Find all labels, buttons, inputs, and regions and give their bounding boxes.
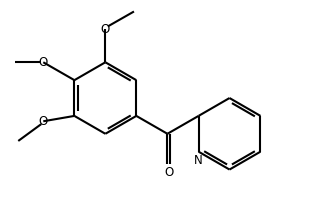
- Text: N: N: [194, 154, 203, 167]
- Text: O: O: [39, 56, 48, 69]
- Text: O: O: [164, 166, 173, 179]
- Text: O: O: [101, 23, 110, 36]
- Text: O: O: [39, 115, 48, 128]
